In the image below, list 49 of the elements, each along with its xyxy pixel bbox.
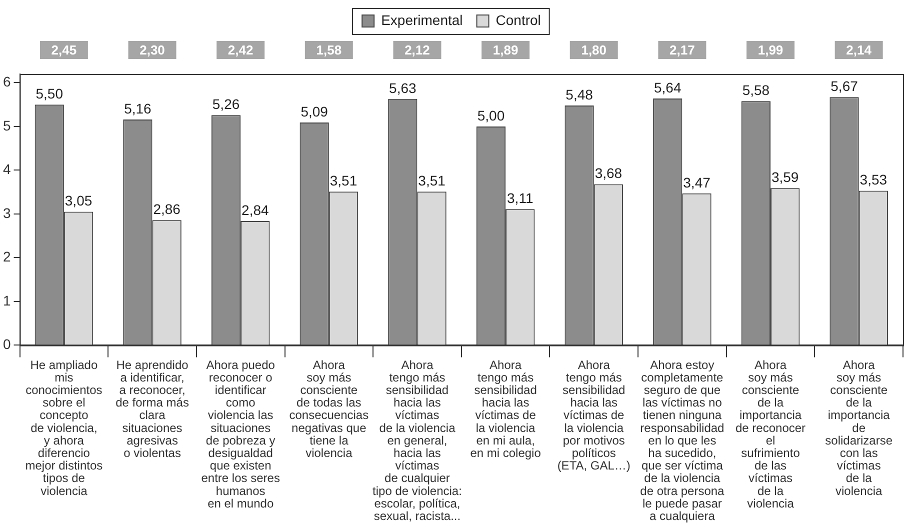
y-tick-label: 2 <box>2 248 11 265</box>
category-label: Ahora estoy completamente seguro de que las víctimas no tienen ninguna responsabilidad en lo que les ha sucedido, que ser víctima de la violencia de otra persona le puede pasar a cualquiera <box>640 358 724 524</box>
data-label: 2,86 <box>153 200 181 217</box>
data-label: 5,58 <box>742 82 770 98</box>
data-label: 5,64 <box>654 79 682 96</box>
data-label: 3,51 <box>330 172 358 189</box>
category-label: Ahora tengo más sensibilidad hacia las víctimas de la violencia en general, hacia las víctimas de cualquier tipo de violencia: escolar, política, sexual, racista... <box>372 358 462 524</box>
data-label: 5,00 <box>477 107 505 124</box>
text: 1,89 <box>492 42 518 58</box>
category-label: Ahora puedo reconocer o identificar como violencia las situaciones de pobreza y desigualdad que existen entre los seres humanos en el mundo <box>201 358 280 510</box>
data-label: 5,48 <box>566 86 594 102</box>
text: 2,45 <box>51 42 77 58</box>
text: 2,17 <box>670 42 695 58</box>
y-tick-label: 4 <box>2 161 11 178</box>
text: 1,80 <box>581 42 607 58</box>
data-label: 3,51 <box>418 172 446 189</box>
text: 2,12 <box>404 42 430 58</box>
legend-label: Control <box>496 12 541 28</box>
x-tick-label: Ahora soy más consciente de todas las consecuencias negativas que tiene la violencia <box>289 358 369 460</box>
data-label: 5,67 <box>830 78 858 94</box>
y-tick-label: 6 <box>2 74 11 90</box>
data-label: 5,26 <box>212 96 240 112</box>
y-tick-label: 1 <box>2 292 11 308</box>
text: 2,14 <box>846 42 872 58</box>
category-label: He ampliado mis conocimientos sobre el concepto de violencia, y ahora diferencio mejor distintos tipos de violencia <box>25 358 103 498</box>
x-tick-label: Ahora tengo más sensibilidad hacia las víctimas de la violencia en mi aula, en mi colegio <box>470 358 542 460</box>
text: 1,99 <box>758 42 784 58</box>
data-label: 3,47 <box>683 174 711 190</box>
data-label: 3,59 <box>771 169 799 186</box>
data-label: 3,53 <box>860 172 888 188</box>
y-tick-label: 0 <box>2 336 11 352</box>
category-label: Ahora soy más consciente de la importancia de reconocer el sufrimiento de las víctimas de la violencia <box>735 358 806 510</box>
legend-label: Experimental <box>381 12 463 28</box>
y-tick-label: 3 <box>2 204 11 221</box>
data-label: 5,09 <box>300 103 328 120</box>
text: 1,58 <box>316 42 342 58</box>
data-label: 5,63 <box>389 80 416 96</box>
data-label: 5,16 <box>124 100 152 116</box>
data-label: 2,84 <box>242 202 269 218</box>
text: 2,42 <box>228 42 254 58</box>
text: 2,30 <box>140 42 165 58</box>
data-label: 3,05 <box>64 192 92 209</box>
data-label: 5,50 <box>36 85 64 102</box>
data-label: 3,68 <box>594 165 622 182</box>
category-label: Ahora soy más consciente de la importancia de solidarizarse con las víctimas de la violencia <box>825 358 893 498</box>
data-label: 3,11 <box>507 190 534 206</box>
y-tick-label: 5 <box>2 117 11 134</box>
x-tick-label: He aprendido a identificar, a reconocer, de forma más clara situaciones agresivas o violentas <box>116 358 189 460</box>
category-label: Ahora tengo más sensibilidad hacia las víctimas de la violencia por motivos políticos (ETA, GAL…) <box>557 358 630 473</box>
